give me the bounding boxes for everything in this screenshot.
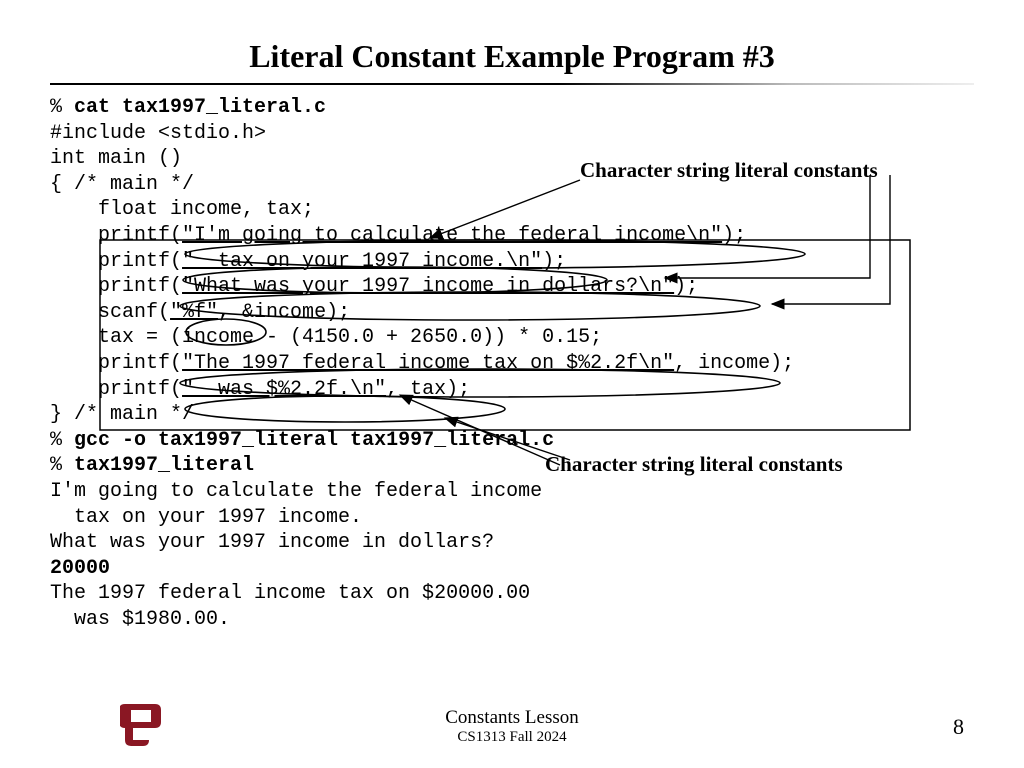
prompt: % xyxy=(50,96,74,119)
output-line: was $1980.00. xyxy=(50,608,230,631)
output-line: I'm going to calculate the federal incom… xyxy=(50,480,542,503)
code-line: printf( xyxy=(50,378,182,401)
code-line: , income); xyxy=(674,352,794,375)
callout-top: Character string literal constants xyxy=(580,158,878,183)
string-literal: "The 1997 federal income tax on $%2.2f\n… xyxy=(182,352,674,375)
code-line: tax = (income - (4150.0 + 2650.0)) * 0.1… xyxy=(50,326,602,349)
code-line: printf( xyxy=(50,224,182,247)
title-rule xyxy=(50,83,974,85)
slide-title: Literal Constant Example Program #3 xyxy=(50,38,974,75)
ou-logo-icon xyxy=(120,700,162,748)
code-line: { /* main */ xyxy=(50,173,194,196)
output-line: The 1997 federal income tax on $20000.00 xyxy=(50,582,530,605)
code-line: } /* main */ xyxy=(50,403,194,426)
cmd-gcc: gcc -o tax1997_literal tax1997_literal.c xyxy=(74,429,554,452)
page-number: 8 xyxy=(953,714,964,740)
code-line: int main () xyxy=(50,147,182,170)
string-literal: "%f" xyxy=(170,301,218,324)
code-line: ); xyxy=(674,275,698,298)
code-line: printf( xyxy=(50,250,182,273)
string-literal: "I'm going to calculate the federal inco… xyxy=(182,224,722,247)
code-line: ); xyxy=(542,250,566,273)
code-line: printf( xyxy=(50,352,182,375)
code-line: float income, tax; xyxy=(50,198,314,221)
prompt: % xyxy=(50,454,74,477)
code-line: scanf( xyxy=(50,301,170,324)
cmd-run: tax1997_literal xyxy=(74,454,254,477)
prompt: % xyxy=(50,429,74,452)
string-literal: "What was your 1997 income in dollars?\n… xyxy=(182,275,674,298)
code-line: #include <stdio.h> xyxy=(50,122,266,145)
code-line: ); xyxy=(722,224,746,247)
cmd-cat: cat tax1997_literal.c xyxy=(74,96,326,119)
code-line: printf( xyxy=(50,275,182,298)
code-line: , tax); xyxy=(386,378,470,401)
output-line: tax on your 1997 income. xyxy=(50,506,362,529)
string-literal: " tax on your 1997 income.\n" xyxy=(182,250,542,273)
user-input: 20000 xyxy=(50,557,110,580)
code-line: , &income); xyxy=(218,301,350,324)
string-literal: " was $%2.2f.\n" xyxy=(182,378,386,401)
output-line: What was your 1997 income in dollars? xyxy=(50,531,494,554)
callout-bottom: Character string literal constants xyxy=(545,452,843,477)
